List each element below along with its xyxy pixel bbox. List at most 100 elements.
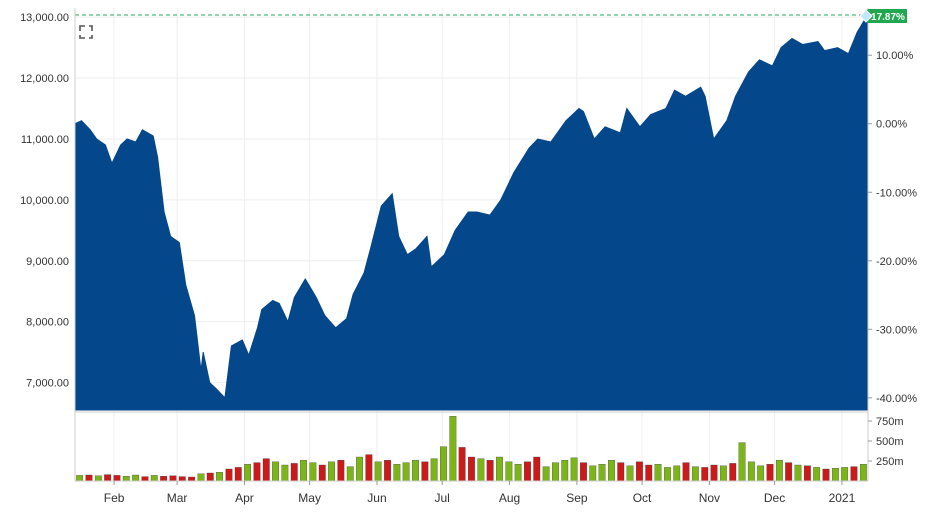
volume-bar bbox=[859, 464, 867, 482]
volume-bar bbox=[356, 456, 363, 482]
volume-bar bbox=[458, 447, 466, 482]
volume-bar bbox=[486, 460, 494, 482]
y2-tick-label: 0.00% bbox=[876, 119, 907, 131]
y2-tick-label: -20.00% bbox=[876, 256, 917, 268]
y2-tick-label: 10.00% bbox=[876, 50, 914, 62]
volume-bar bbox=[729, 463, 737, 482]
volume-bar bbox=[141, 476, 149, 482]
volume-bar bbox=[104, 474, 112, 482]
volume-bar bbox=[300, 460, 307, 482]
volume-bar bbox=[309, 462, 317, 482]
volume-bar bbox=[393, 464, 401, 482]
volume-bar bbox=[673, 465, 681, 482]
volume-bar bbox=[421, 461, 429, 482]
volume-bar bbox=[150, 475, 158, 482]
volume-bar bbox=[244, 464, 251, 482]
volume-bar bbox=[272, 461, 279, 482]
diamond-marker-icon bbox=[859, 9, 873, 23]
fullscreen-icon[interactable] bbox=[78, 24, 94, 40]
y-tick-label: 10,000.00 bbox=[20, 195, 69, 207]
axes: 7,000.00 8,000.00 9,000.00 10,000.00 11,000.… bbox=[20, 8, 917, 505]
volume-bar bbox=[178, 476, 186, 482]
volume-bar bbox=[719, 465, 727, 482]
change-badge-shape bbox=[862, 9, 907, 23]
volume-bar bbox=[850, 466, 858, 482]
volume-tick-label: 250m bbox=[876, 456, 904, 468]
volume-bar bbox=[608, 460, 615, 482]
volume-bar bbox=[589, 465, 597, 482]
y-tick-label: 12,000.00 bbox=[20, 73, 69, 85]
volume-bar bbox=[794, 464, 802, 482]
volume-bar bbox=[160, 476, 168, 482]
x-tick-label: Dec bbox=[764, 491, 785, 505]
volume-bar bbox=[318, 464, 326, 482]
volume-bar bbox=[328, 461, 335, 482]
volume-bar bbox=[216, 472, 223, 482]
volume-bar bbox=[262, 458, 270, 482]
volume-bar bbox=[290, 463, 298, 482]
volume-bar bbox=[122, 476, 130, 482]
volume-bar bbox=[94, 475, 102, 482]
volume-bar bbox=[206, 472, 214, 482]
volume-bar bbox=[505, 461, 513, 482]
y-tick-label: 7,000.00 bbox=[26, 378, 69, 390]
volume-bar bbox=[169, 475, 177, 482]
x-tick-label: May bbox=[298, 491, 321, 505]
volume-bar bbox=[710, 464, 718, 482]
volume-bar bbox=[477, 458, 485, 482]
volume-bar bbox=[664, 467, 671, 482]
volume-bar bbox=[281, 464, 289, 482]
volume-bar bbox=[113, 475, 121, 482]
volume-tick-label: 500m bbox=[876, 436, 904, 448]
volume-bar bbox=[412, 460, 419, 482]
volume-bar bbox=[626, 465, 634, 482]
y2-tick-label: -10.00% bbox=[876, 187, 917, 199]
volume-bar bbox=[757, 465, 765, 482]
volume-bar bbox=[766, 464, 774, 482]
volume-bar bbox=[775, 460, 783, 482]
x-tick-label: Nov bbox=[699, 491, 720, 505]
y2-tick-label: -40.00% bbox=[876, 393, 917, 405]
volume-bar bbox=[831, 468, 839, 482]
y-tick-label: 8,000.00 bbox=[26, 317, 69, 329]
volume-bar bbox=[253, 462, 261, 482]
volume-bar bbox=[813, 467, 821, 482]
volume-bar bbox=[514, 464, 522, 482]
volume-bar bbox=[449, 416, 457, 482]
volume-bar bbox=[691, 466, 699, 482]
volume-bar bbox=[617, 462, 625, 482]
x-tick-label: Feb bbox=[104, 491, 125, 505]
x-tick-label: Jun bbox=[367, 491, 386, 505]
volume-bar bbox=[234, 467, 242, 482]
volume-bar bbox=[440, 446, 447, 482]
volume-bar bbox=[430, 458, 438, 482]
volume-bar bbox=[570, 457, 578, 482]
volume-bar bbox=[374, 461, 382, 482]
volume-bar bbox=[468, 456, 475, 482]
volume-bar bbox=[346, 466, 354, 482]
volume-bar bbox=[636, 461, 643, 482]
y2-tick-label: -30.00% bbox=[876, 324, 917, 336]
x-tick-label: 2021 bbox=[829, 491, 856, 505]
y-tick-label: 13,000.00 bbox=[20, 12, 69, 24]
volume-tick-label: 750m bbox=[876, 416, 904, 428]
volume-bar bbox=[402, 462, 410, 482]
price-area-path bbox=[74, 12, 869, 411]
volume-bar bbox=[542, 466, 550, 482]
volume-bar bbox=[682, 462, 690, 482]
volume-bars bbox=[76, 416, 867, 482]
volume-bar bbox=[841, 467, 849, 482]
volume-bar bbox=[365, 454, 373, 482]
change-badge: 17.87% bbox=[859, 9, 907, 23]
x-tick-label: Aug bbox=[499, 491, 520, 505]
volume-bar bbox=[785, 462, 793, 482]
volume-bar bbox=[822, 468, 830, 482]
volume-bar bbox=[524, 461, 531, 482]
volume-bar bbox=[701, 467, 709, 482]
volume-bar bbox=[580, 462, 587, 482]
volume-bar bbox=[225, 468, 233, 482]
x-tick-label: Apr bbox=[235, 491, 254, 505]
y-tick-label: 11,000.00 bbox=[21, 134, 69, 146]
